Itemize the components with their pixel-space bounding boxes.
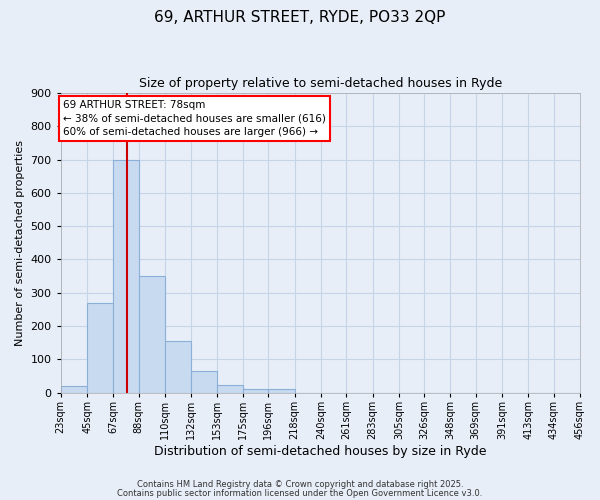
X-axis label: Distribution of semi-detached houses by size in Ryde: Distribution of semi-detached houses by … [154,444,487,458]
Bar [191,371,217,392]
Text: 69 ARTHUR STREET: 78sqm
← 38% of semi-detached houses are smaller (616)
60% of s: 69 ARTHUR STREET: 78sqm ← 38% of semi-de… [63,100,326,137]
Bar [87,303,113,392]
Y-axis label: Number of semi-detached properties: Number of semi-detached properties [15,140,25,346]
Text: Contains public sector information licensed under the Open Government Licence v3: Contains public sector information licen… [118,489,482,498]
Text: Contains HM Land Registry data © Crown copyright and database right 2025.: Contains HM Land Registry data © Crown c… [137,480,463,489]
Bar [61,386,87,392]
Bar [165,341,191,392]
Bar [268,390,295,392]
Text: 69, ARTHUR STREET, RYDE, PO33 2QP: 69, ARTHUR STREET, RYDE, PO33 2QP [154,10,446,25]
Bar [217,386,243,392]
Bar [243,388,268,392]
Title: Size of property relative to semi-detached houses in Ryde: Size of property relative to semi-detach… [139,78,502,90]
Bar [113,160,139,392]
Bar [139,276,165,392]
